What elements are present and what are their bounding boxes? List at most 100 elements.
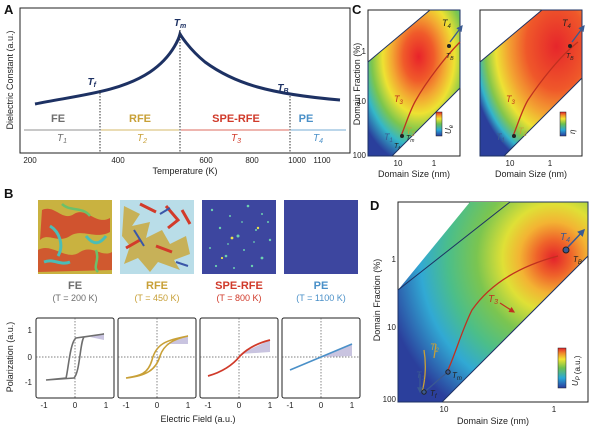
panel-c: Domain Fraction (%) Ue T1 T2 T3 T4 TB Tm… <box>352 9 585 179</box>
fe-domain-image <box>38 200 112 274</box>
svg-text:T3: T3 <box>506 94 516 106</box>
panel-a-xticks: 200 400 600 800 1000 1100 <box>23 156 331 165</box>
svg-text:Tm: Tm <box>452 371 462 382</box>
c-map-left: Ue T1 T2 T3 T4 TB Tm Tf <box>367 9 463 157</box>
a-xtick: 1000 <box>288 156 306 165</box>
b-phase-pe: PE <box>314 280 329 292</box>
b-phase-spe-rfe: SPE-RFE <box>215 280 263 292</box>
c-ytick: 100 <box>353 151 367 160</box>
b-xtick: 1 <box>186 401 191 410</box>
tb-mark: T <box>277 83 284 94</box>
svg-text:T4: T4 <box>562 18 572 30</box>
b-phase-fe: FE <box>68 280 82 292</box>
panel-b-xlabel: Electric Field (a.u.) <box>160 414 235 424</box>
a-phase-fe: FE <box>51 113 65 125</box>
b-ytick: -1 <box>25 378 33 387</box>
svg-text:TB: TB <box>566 53 574 62</box>
panel-a-ylabel: Dielectric Constant (a.u.) <box>5 30 15 129</box>
svg-text:Tm: Tm <box>174 18 186 30</box>
panel-c-ylabel: Domain Fraction (%) <box>352 43 362 126</box>
panel-b-ylabel: Polarization (a.u.) <box>5 322 15 393</box>
b-xtick: 0 <box>237 401 242 410</box>
d-ytick: 10 <box>387 323 396 332</box>
spe-rfe-domain-image <box>202 200 276 274</box>
a-xtick: 400 <box>111 156 125 165</box>
d-ytick: 1 <box>392 255 397 264</box>
svg-text:T4: T4 <box>560 232 570 244</box>
b-cond-rfe: (T = 450 K) <box>134 293 179 303</box>
dielectric-curve <box>34 29 341 106</box>
b-xtick: -1 <box>286 401 294 410</box>
c-xtick: 1 <box>548 159 553 168</box>
hysteresis-spe-rfe <box>199 317 279 399</box>
svg-text:T1: T1 <box>384 132 393 144</box>
a-xtick: 200 <box>23 156 37 165</box>
tf-mark: T <box>88 77 95 88</box>
panel-b-label: B <box>4 186 13 201</box>
b-xtick: 1 <box>268 401 273 410</box>
c-xtick: 1 <box>432 159 437 168</box>
svg-text:TB: TB <box>446 53 454 62</box>
b-xtick: -1 <box>40 401 48 410</box>
svg-text:Tf: Tf <box>88 77 97 89</box>
panel-d: Domain Fraction (%) Tf Tm TB T1 T2 T3 T4… <box>372 201 589 426</box>
svg-text:Tf: Tf <box>430 389 438 400</box>
svg-text:Tf: Tf <box>394 143 400 152</box>
b-cond-spe-rfe: (T = 800 K) <box>216 293 261 303</box>
hysteresis-fe <box>35 317 115 399</box>
svg-text:T4: T4 <box>313 133 323 145</box>
panel-d-label: D <box>370 198 379 213</box>
b-xtick: 0 <box>155 401 160 410</box>
b-xtick: 1 <box>350 401 355 410</box>
b-ytick: 0 <box>28 353 33 362</box>
hysteresis-pe <box>281 317 361 399</box>
svg-text:Tm: Tm <box>406 135 414 144</box>
c-ytick: 1 <box>362 47 367 56</box>
svg-text:T4: T4 <box>442 18 452 30</box>
svg-text:T2: T2 <box>406 126 416 138</box>
a-xtick: 1100 <box>313 156 331 165</box>
tm-mark: T <box>174 18 181 29</box>
a-xtick: 800 <box>245 156 259 165</box>
a-phase-pe: PE <box>299 113 314 125</box>
a-phase-spe-rfe: SPE-RFE <box>212 113 260 125</box>
panel-c-label: C <box>352 2 362 17</box>
b-xtick: -1 <box>122 401 130 410</box>
svg-text:Ue: Ue <box>444 124 455 134</box>
svg-text:T1: T1 <box>57 133 67 145</box>
svg-text:T2: T2 <box>518 126 528 138</box>
panel-b: FE RFE SPE-RFE PE (T = 200 K) (T = 450 K… <box>5 200 361 424</box>
c-map-right: η T1 T2 T3 T4 TB <box>479 9 585 157</box>
svg-text:T2: T2 <box>430 342 440 354</box>
svg-text:UP(a.u.): UP(a.u.) <box>571 355 582 386</box>
c-xtick: 10 <box>506 159 515 168</box>
b-xtick: -1 <box>204 401 212 410</box>
c-bar-label-u: U <box>444 128 453 134</box>
b-cond-pe: (T = 1100 K) <box>296 293 345 303</box>
d-colorbar <box>557 347 567 389</box>
panel-a-label: A <box>4 2 14 17</box>
b-phase-rfe: RFE <box>146 280 168 292</box>
d-trajectory-red <box>447 255 559 371</box>
svg-text:T3: T3 <box>488 294 498 306</box>
c-ytick: 10 <box>357 97 366 106</box>
b-cond-fe: (T = 200 K) <box>52 293 97 303</box>
b-xtick: 0 <box>319 401 324 410</box>
panel-b-xticks: -1 0 1 -1 0 1 -1 0 1 -1 0 1 <box>40 401 354 410</box>
panel-c-xlabel: Domain Size (nm) <box>378 169 450 179</box>
panel-a: Dielectric Constant (a.u.) Tf Tm TB FE R… <box>5 7 351 176</box>
rfe-domain-image <box>120 200 194 274</box>
svg-text:TB: TB <box>277 83 288 95</box>
panel-d-xlabel: Domain Size (nm) <box>457 416 529 426</box>
c-xtick: 10 <box>394 159 403 168</box>
panel-d-ylabel: Domain Fraction (%) <box>372 259 382 342</box>
panel-a-xlabel: Temperature (K) <box>152 166 217 176</box>
svg-text:T3: T3 <box>231 133 241 145</box>
d-ytick: 100 <box>383 395 397 404</box>
hysteresis-rfe <box>117 317 197 399</box>
a-phase-rfe: RFE <box>129 113 151 125</box>
d-xtick: 1 <box>552 405 557 414</box>
b-xtick: 1 <box>104 401 109 410</box>
d-bar-label: U <box>571 380 580 386</box>
